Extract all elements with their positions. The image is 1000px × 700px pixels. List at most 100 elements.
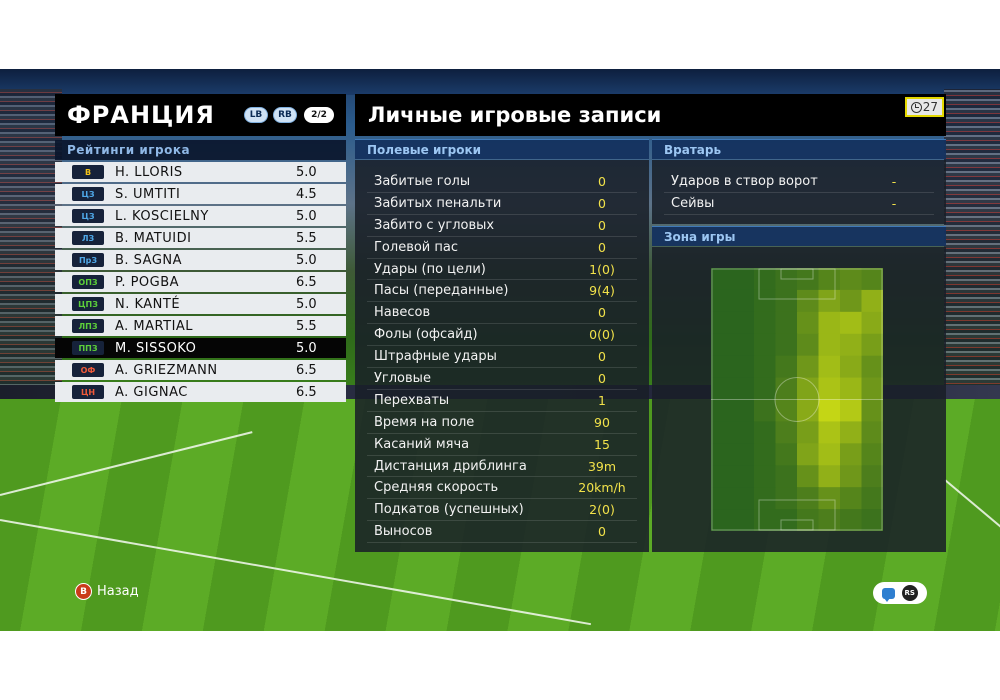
position-badge: ЦН [72,385,104,399]
stat-row: Голевой пас 0 [367,237,637,259]
stat-row: Выносов 0 [367,521,637,544]
position-badge: ЦЗ [72,187,104,201]
player-row[interactable]: ОФ A. GRIEZMANN 6.5 [55,360,346,380]
pitch-line [944,479,1000,539]
stat-label: Пасы (переданные) [374,283,509,299]
player-rating: 5.0 [296,296,317,312]
heatmap-cell [775,289,798,313]
back-hint[interactable]: B Назад [75,583,139,600]
stat-row: Забитых пенальти 0 [367,193,637,215]
stat-row: Фолы (офсайд) 0(0) [367,324,637,347]
team-ratings-panel: ФРАНЦИЯ LB RB 2/2 Рейтинги игрока В H. LL… [55,94,346,402]
pitch-marking [780,268,814,280]
heatmap-cell [711,377,733,400]
player-rating: 6.5 [296,384,317,400]
player-rating: 5.0 [296,252,317,268]
heatmap-cell [797,509,819,531]
b-button-icon[interactable]: B [75,583,92,600]
heatmap-cell [861,443,883,466]
heatmap-cell [754,377,776,400]
stat-value: 90 [594,414,610,430]
stat-label: Ударов в створ ворот [671,173,818,189]
heatmap-cell [797,465,819,488]
heatmap-cell [732,443,755,466]
stat-row: Перехваты 1 [367,390,637,412]
stat-label: Угловые [374,370,431,386]
position-badge: В [72,165,104,179]
stat-value: 0 [598,217,606,233]
stat-row: Забито с угловых 0 [367,215,637,237]
field-players-title: Полевые игроки [355,139,649,159]
player-row[interactable]: ОПЗ P. POGBA 6.5 [55,272,346,292]
player-name: S. UMTITI [115,186,181,202]
stat-row: Средняя скорость 20km/h [367,477,637,500]
heatmap-cell [861,465,883,488]
heatmap-cell [818,333,841,357]
heatmap-cell [711,509,733,531]
player-row[interactable]: ППЗ M. SISSOKO 5.0 [55,338,346,358]
heatmap-cell [797,355,819,379]
heatmap-cell [754,268,776,291]
stat-row: Дистанция дриблинга 39m [367,456,637,478]
stat-label: Забито с угловых [374,217,495,233]
player-row[interactable]: ЦПЗ N. KANTÉ 5.0 [55,294,346,314]
heatmap-cell [818,377,841,400]
heatmap-cell [775,268,798,291]
stat-label: Фолы (офсайд) [374,327,478,343]
heatmap-cell [775,421,798,444]
heatmap-cell [818,355,841,379]
player-row[interactable]: ЦН A. GIGNAC 6.5 [55,382,346,402]
rs-stick-icon[interactable]: RS [901,585,918,601]
pitch-marking [780,519,814,531]
player-row[interactable]: ПрЗ B. SAGNA 5.0 [55,250,346,270]
heatmap-cell [818,487,841,510]
stat-row: Угловые 0 [367,368,637,390]
player-row[interactable]: ЦЗ L. KOSCIELNY 5.0 [55,206,346,226]
stat-row: Касаний мяча 15 [367,434,637,456]
heatmap-cell [711,465,733,488]
player-row[interactable]: ЛПЗ A. MARTIAL 5.5 [55,316,346,336]
stat-label: Средняя скорость [374,480,499,496]
team-name: ФРАНЦИЯ [67,101,215,129]
page-title: Личные игровые записи [368,103,662,127]
heatmap-cell [861,421,883,444]
heatmap-cell [840,509,862,531]
player-rating: 6.5 [296,362,317,378]
heatmap-cell [754,289,776,313]
heatmap-cell [711,268,733,291]
player-row[interactable]: ЛЗ B. MATUIDI 5.5 [55,228,346,248]
stat-value: 0 [598,524,606,540]
stadium-roof [0,69,1000,95]
heatmap-cell [861,377,883,400]
heatmap-cell [732,487,755,510]
heatmap-cell [732,311,755,335]
player-name: B. MATUIDI [115,230,192,246]
player-rating: 5.0 [296,340,317,356]
player-rating: 5.0 [296,208,317,224]
stat-value: 15 [594,436,610,452]
rb-button[interactable]: RB [273,107,297,123]
heatmap-cell [818,465,841,488]
heatmap-cell [775,399,798,422]
player-row[interactable]: В H. LLORIS 5.0 [55,162,346,182]
heatmap-cell [861,509,883,531]
stat-label: Перехваты [374,392,450,408]
controls-hint[interactable]: RS [873,582,927,604]
heatmap-cell [818,268,841,291]
player-row[interactable]: ЦЗ S. UMTITI 4.5 [55,184,346,204]
lb-button[interactable]: LB [244,107,268,123]
heatmap-cell [732,268,755,291]
pitch-marking [774,377,820,422]
page-indicator: 2/2 [304,107,334,123]
heatmap-cell [861,311,883,335]
field-stats-list: Забитые голы 0 Забитых пенальти 0 Забито с у… [355,160,649,552]
stat-value: 1(0) [589,261,615,277]
heatmap-cell [861,355,883,379]
chat-icon[interactable] [882,587,896,602]
heatmap [711,268,883,531]
position-badge: ЦПЗ [72,297,104,311]
stat-label: Касаний мяча [374,436,470,452]
stat-label: Голевой пас [374,239,458,255]
timer-value: 27 [922,100,938,114]
heatmap-cell [711,355,733,379]
